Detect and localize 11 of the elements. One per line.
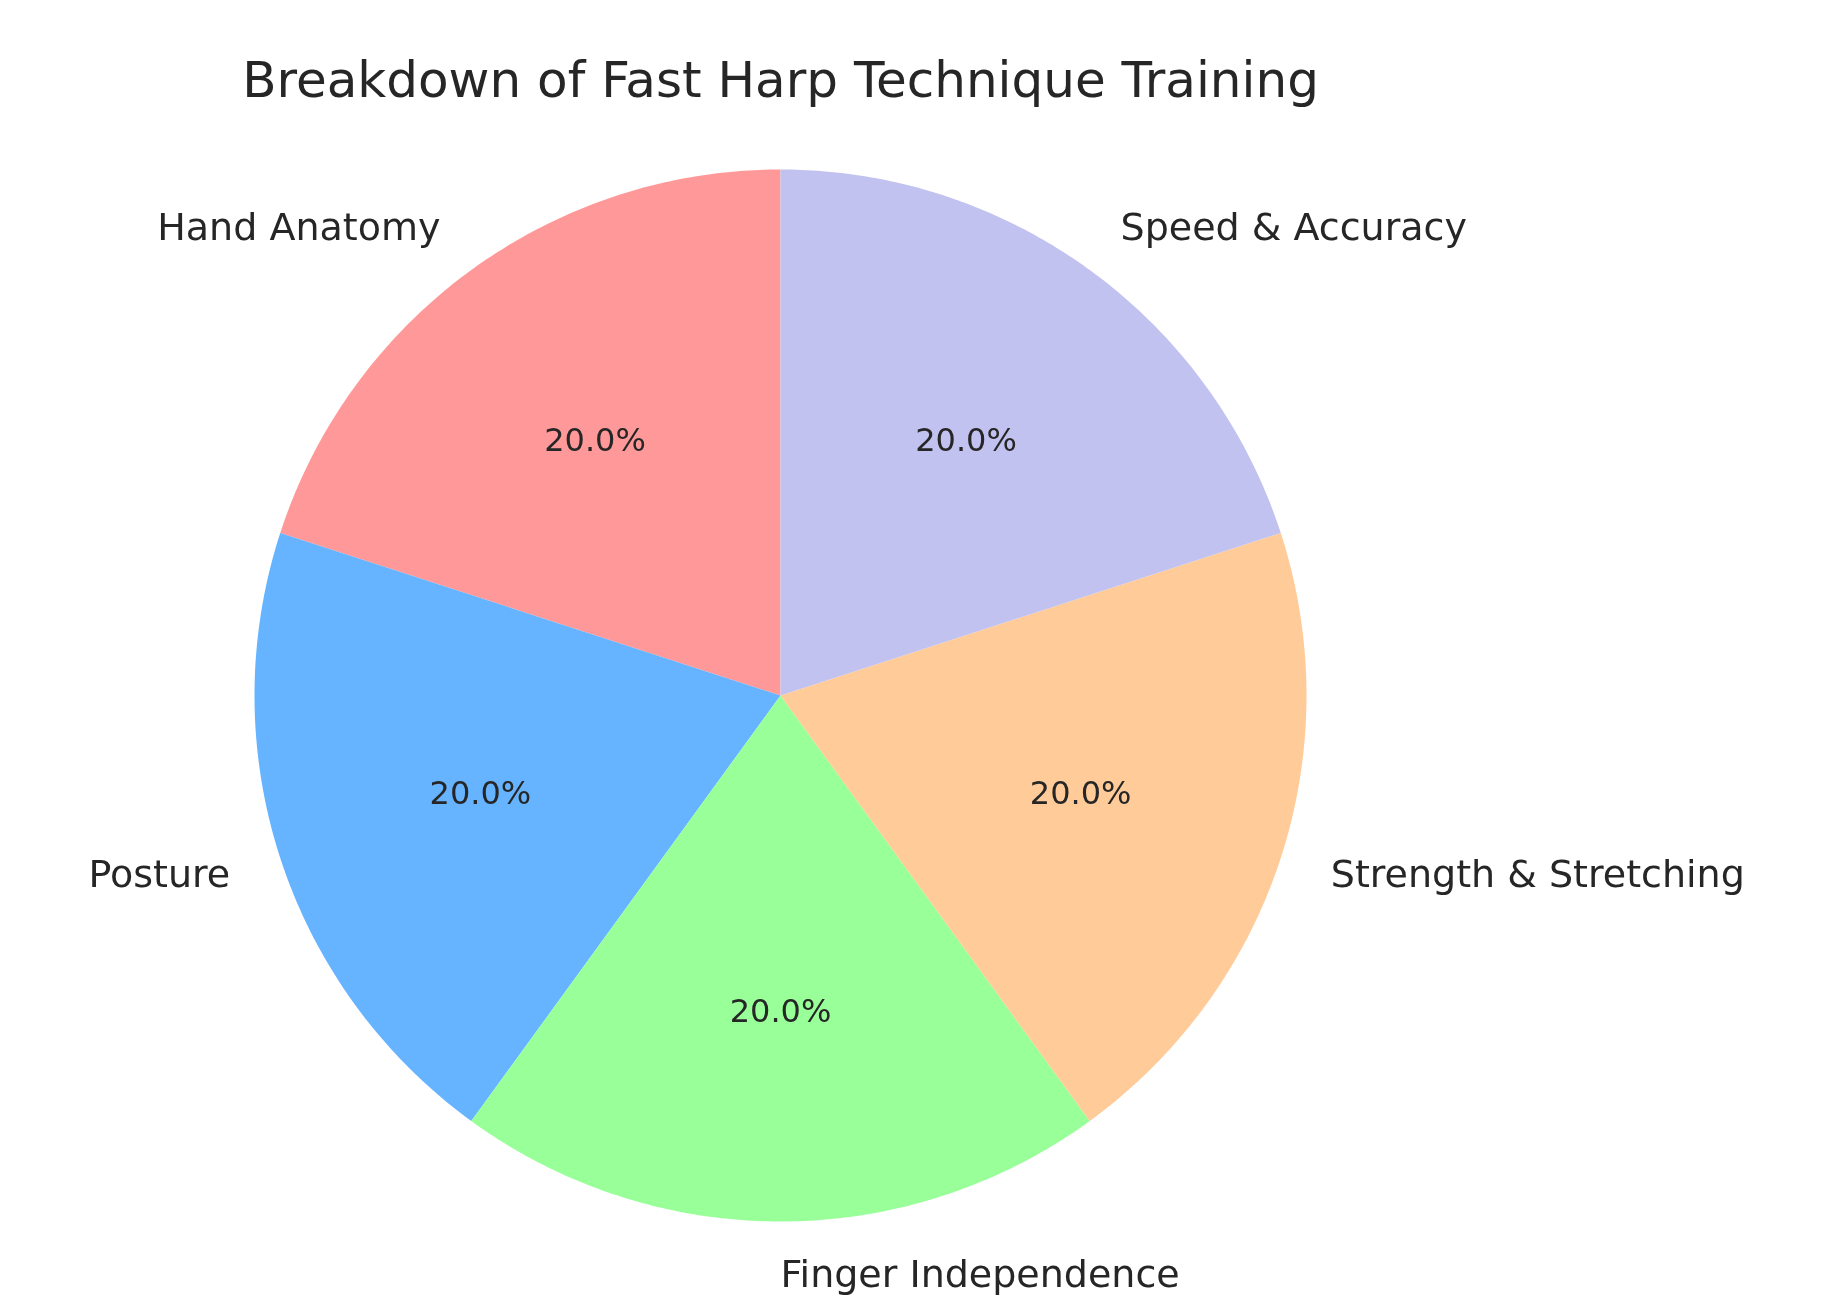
slice-label: Speed & Accuracy [1120,205,1467,250]
data-label: 20.0% [915,421,1017,460]
slice-label: Hand Anatomy [157,205,441,250]
data-label: 20.0% [429,774,532,813]
data-label: 20.0% [544,421,646,460]
slice-label: Posture [88,852,231,897]
data-label: 20.0% [729,992,832,1031]
data-label: 20.0% [1029,774,1132,813]
slice-label: Finger Independence [780,1252,1180,1297]
slice-label: Strength & Stretching [1330,852,1745,897]
chart-title: Breakdown of Fast Harp Technique Training [242,50,1319,109]
